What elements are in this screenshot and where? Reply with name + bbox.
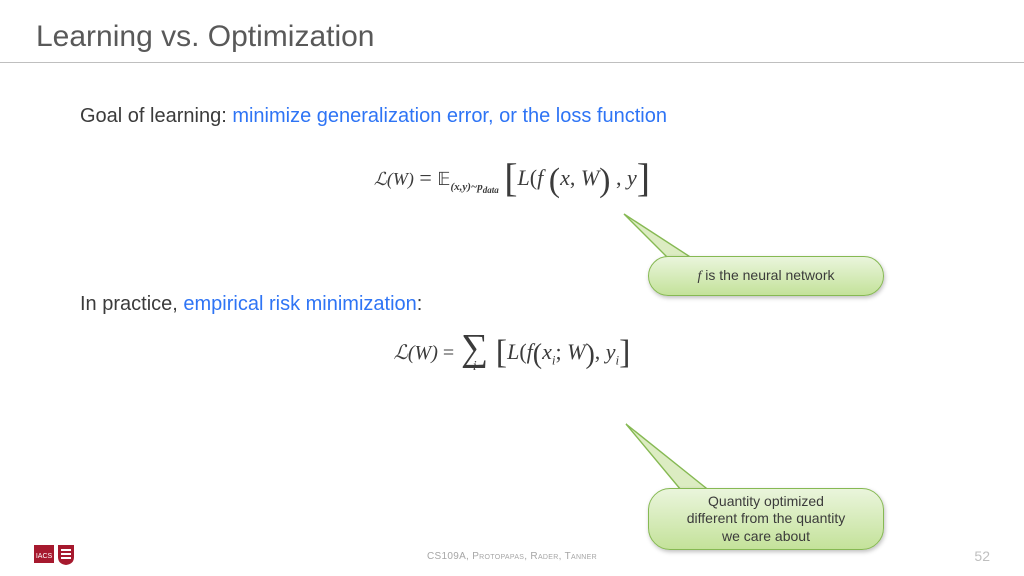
goal-line: Goal of learning: minimize generalizatio… — [0, 105, 1024, 128]
callout2-tail-icon — [620, 418, 730, 498]
footer-course-info: CS109A, Protopapas, Rader, Tanner — [427, 551, 597, 562]
practice-line: In practice, empirical risk minimization… — [0, 293, 1024, 316]
slide-title: Learning vs. Optimization — [0, 0, 1024, 62]
footer-logos: IACS — [34, 542, 76, 566]
practice-blue: empirical risk minimization — [183, 293, 416, 315]
iacs-logo-icon: IACS — [34, 542, 54, 566]
practice-prefix: In practice, — [80, 293, 183, 315]
callout-neural-network: f is the neural network — [648, 256, 884, 296]
page-number: 52 — [974, 548, 990, 564]
svg-text:IACS: IACS — [36, 553, 53, 560]
goal-blue: minimize generalization error, or the lo… — [232, 105, 667, 127]
sigma-icon: ∑ i — [461, 334, 488, 374]
harvard-logo-icon — [56, 542, 76, 566]
formula-empirical: ℒ(W) = ∑ i [L(f(xi; W), yi] — [0, 334, 1024, 374]
title-underline — [0, 62, 1024, 63]
callout-quantity: Quantity optimized different from the qu… — [648, 488, 884, 550]
formula-generalization: ℒ(W) = 𝔼(x,y)~pdata [L(f (x, W) , y] — [0, 154, 1024, 201]
goal-prefix: Goal of learning: — [80, 105, 232, 127]
